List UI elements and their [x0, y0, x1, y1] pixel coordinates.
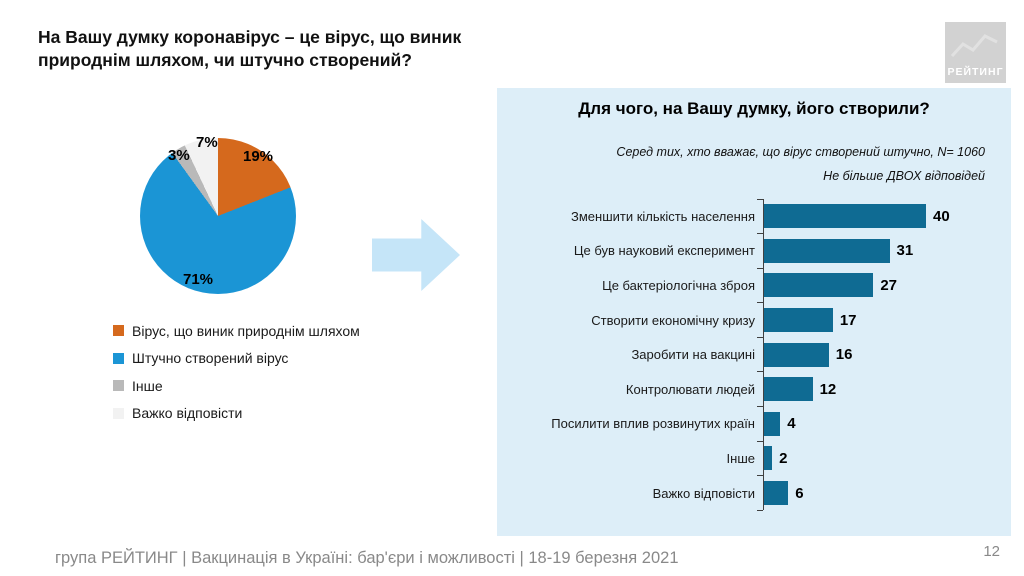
bar-plot-area: 6: [757, 475, 1003, 511]
pie-chart: [140, 138, 296, 294]
legend-label: Інше: [132, 377, 163, 394]
bar-row: Це бактеріологічна зброя 27: [497, 267, 1003, 303]
bar: [764, 411, 781, 436]
legend-item: Інше: [113, 372, 360, 400]
legend-label: Вірус, що виник природнім шляхом: [132, 322, 360, 339]
page-number: 12: [983, 543, 1000, 560]
page-title: На Вашу думку коронавірус – це вірус, що…: [38, 27, 462, 71]
bar-category-label: Важко відповісти: [652, 485, 755, 501]
bar-value-label: 4: [787, 415, 796, 433]
bar-category-label: Це був науковий експеримент: [573, 243, 755, 259]
bar-value-label: 40: [933, 207, 950, 225]
legend-label: Штучно створений вірус: [132, 350, 289, 367]
legend-item: Вірус, що виник природнім шляхом: [113, 317, 360, 345]
bar-row: Заробити на вакцині 16: [497, 336, 1003, 372]
bar-chart-title: Для чого, на Вашу думку, його створили?: [578, 99, 930, 118]
bar-row: Посилити вплив розвинутих країн 4: [497, 406, 1003, 442]
pie-slice-label: 71%: [183, 271, 214, 288]
bar-value-label: 27: [880, 276, 898, 294]
pie-slice-label: 7%: [196, 134, 218, 151]
bar-category-label: Заробити на вакцині: [631, 347, 755, 363]
bar-row: Контролювати людей 12: [497, 371, 1003, 407]
pie-slice-label: 3%: [168, 147, 190, 164]
bar-category-label: Зменшити кількість населення: [571, 208, 755, 224]
logo-chart-icon: [951, 34, 998, 58]
bar-plot-area: 16: [757, 336, 1003, 372]
bar-chart-subtitle-note: Не більше ДВОХ відповідей: [823, 169, 985, 183]
bar-value-label: 16: [835, 346, 853, 364]
bar-value-label: 6: [795, 484, 804, 502]
legend-item: Важко відповісти: [113, 400, 360, 428]
bar-plot-area: 2: [757, 440, 1003, 476]
bar-plot-area: 27: [757, 267, 1003, 303]
bar-row: Важко відповісти 6: [497, 475, 1003, 511]
pie-legend: Вірус, що виник природнім шляхом Штучно с…: [113, 317, 360, 427]
bar-value-label: 12: [819, 380, 837, 398]
legend-item: Штучно створений вірус: [113, 345, 360, 373]
bar: [764, 377, 813, 402]
bar-plot-area: 31: [757, 233, 1003, 269]
legend-swatch-icon: [113, 352, 124, 364]
bar: [764, 342, 829, 367]
bar-category-label: Посилити вплив розвинутих країн: [551, 416, 755, 432]
bar-chart-subtitle-sample: Серед тих, хто вважає, що вірус створени…: [616, 145, 985, 159]
bar-category-label: Це бактеріологічна зброя: [602, 277, 755, 293]
bar: [764, 308, 833, 333]
bar-value-label: 2: [779, 449, 788, 467]
bar-plot-area: 17: [757, 302, 1003, 338]
bar-category-label: Інше: [726, 450, 755, 466]
arrow-right-icon: [372, 219, 460, 291]
bar-category-label: Створити економічну кризу: [591, 312, 755, 328]
logo-text: РЕЙТИНГ: [947, 66, 1004, 78]
bar: [764, 446, 773, 471]
bar-row: Інше 2: [497, 440, 1003, 476]
bar: [764, 204, 926, 229]
bar-value-label: 17: [839, 311, 857, 329]
legend-swatch-icon: [113, 325, 124, 337]
bar-plot-area: 40: [757, 198, 1003, 234]
right-panel: Для чого, на Вашу думку, його створили? …: [497, 88, 1011, 536]
legend-swatch-icon: [113, 380, 124, 392]
bar-chart: Зменшити кількість населення 40 Це був нау…: [497, 198, 1003, 511]
bar-row: Зменшити кількість населення 40: [497, 198, 1003, 234]
bar: [764, 238, 890, 263]
bar: [764, 481, 789, 506]
bar-row: Це був науковий експеримент 31: [497, 233, 1003, 269]
bar-value-label: 31: [896, 242, 914, 260]
bar: [764, 273, 874, 298]
bar-plot-area: 12: [757, 371, 1003, 407]
bar-row: Створити економічну кризу 17: [497, 302, 1003, 338]
rating-logo: РЕЙТИНГ: [945, 22, 1006, 83]
legend-swatch-icon: [113, 407, 124, 419]
pie-slice-label: 19%: [243, 148, 274, 165]
bar-plot-area: 4: [757, 406, 1003, 442]
legend-label: Важко відповісти: [132, 405, 243, 422]
footer-text: група РЕЙТИНГ | Вакцинація в Україні: ба…: [55, 549, 679, 567]
bar-category-label: Контролювати людей: [625, 381, 755, 397]
